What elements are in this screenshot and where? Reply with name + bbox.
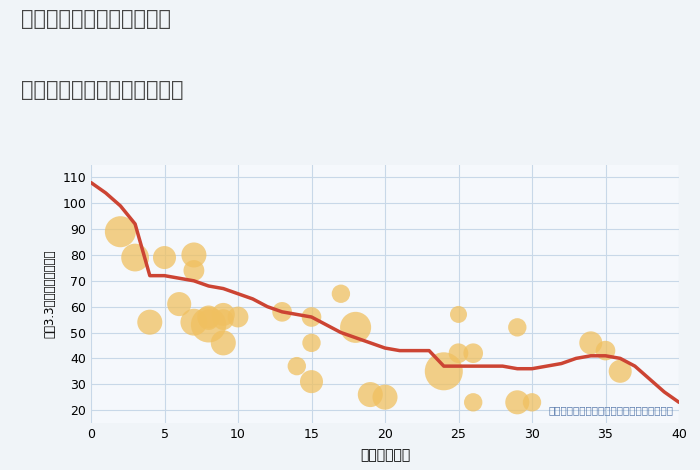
Point bbox=[365, 391, 376, 399]
Point bbox=[306, 339, 317, 347]
Text: 愛知県名古屋市港区幸町の: 愛知県名古屋市港区幸町の bbox=[21, 9, 171, 30]
Point bbox=[306, 378, 317, 385]
Point bbox=[306, 313, 317, 321]
Point bbox=[600, 347, 611, 354]
Point bbox=[512, 399, 523, 406]
Point bbox=[453, 311, 464, 318]
Point bbox=[188, 251, 199, 258]
Text: 築年数別中古マンション価格: 築年数別中古マンション価格 bbox=[21, 80, 183, 100]
Point bbox=[218, 339, 229, 347]
Point bbox=[203, 316, 214, 323]
Point bbox=[188, 319, 199, 326]
Text: 円の大きさは、取引のあった物件面積を示す: 円の大きさは、取引のあった物件面積を示す bbox=[548, 405, 673, 415]
Point bbox=[615, 368, 626, 375]
Point bbox=[335, 290, 346, 298]
Point bbox=[438, 368, 449, 375]
Point bbox=[468, 399, 479, 406]
Point bbox=[379, 393, 391, 401]
Point bbox=[218, 311, 229, 318]
Point bbox=[130, 254, 141, 261]
Point bbox=[350, 323, 361, 331]
Point bbox=[276, 308, 288, 316]
Point bbox=[468, 350, 479, 357]
Point bbox=[203, 321, 214, 329]
Point bbox=[174, 300, 185, 308]
Point bbox=[144, 319, 155, 326]
Point bbox=[291, 362, 302, 370]
Point bbox=[203, 313, 214, 321]
Point bbox=[232, 313, 244, 321]
Point bbox=[159, 254, 170, 261]
Point bbox=[526, 399, 538, 406]
Point bbox=[115, 228, 126, 235]
X-axis label: 築年数（年）: 築年数（年） bbox=[360, 448, 410, 462]
Point bbox=[512, 323, 523, 331]
Point bbox=[218, 316, 229, 323]
Point bbox=[188, 267, 199, 274]
Y-axis label: 坪（3.3㎡）単価（万円）: 坪（3.3㎡）単価（万円） bbox=[43, 250, 57, 338]
Point bbox=[453, 350, 464, 357]
Point bbox=[585, 339, 596, 347]
